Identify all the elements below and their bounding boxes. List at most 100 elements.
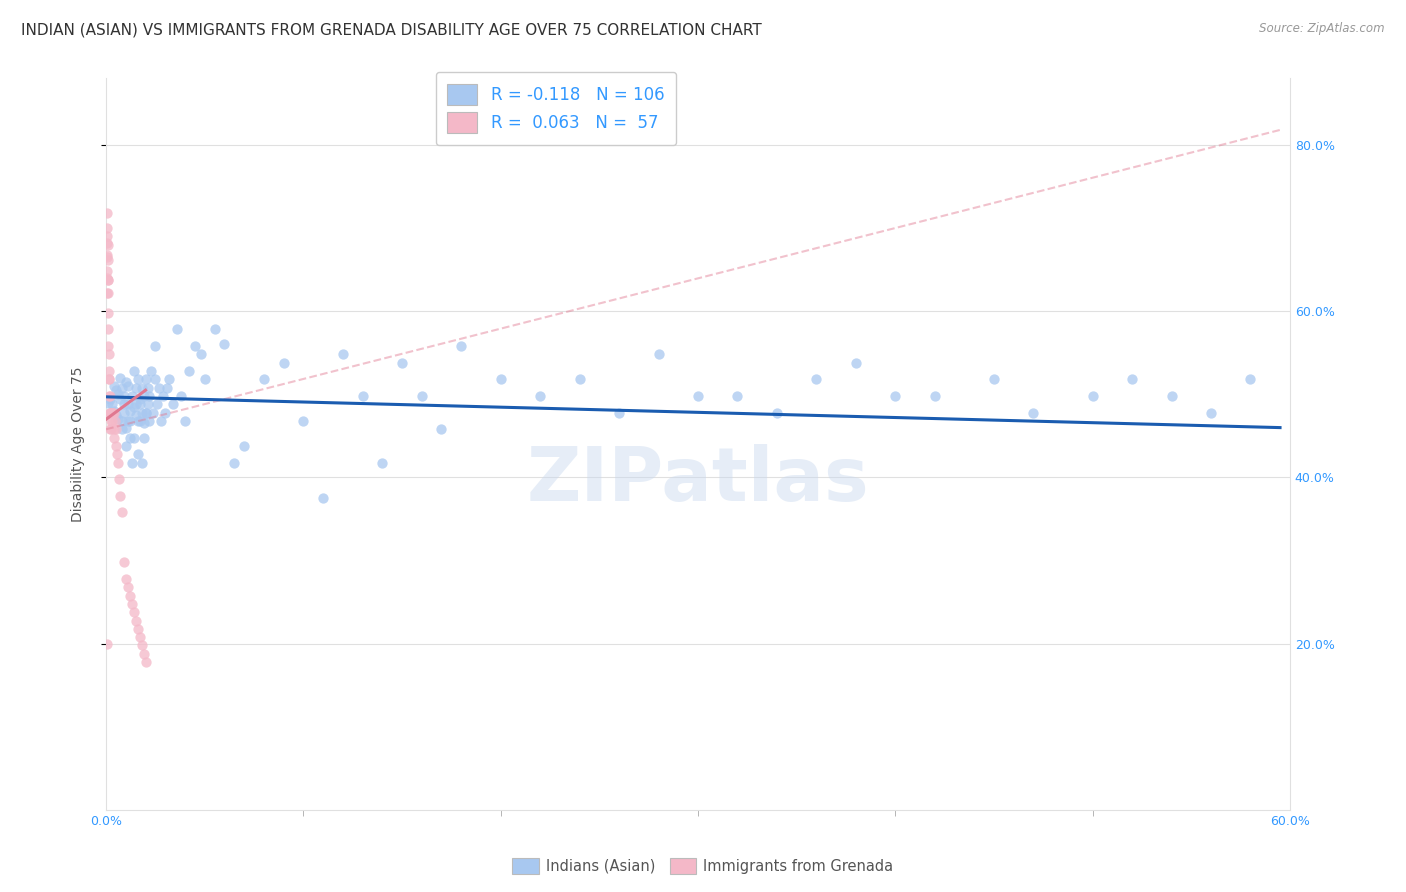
Point	[142, 406, 165, 420]
Point	[96, 206, 118, 220]
Point	[121, 456, 143, 470]
Point	[391, 356, 413, 370]
Point	[568, 372, 591, 386]
Point	[128, 392, 150, 406]
Point	[162, 397, 184, 411]
Point	[924, 389, 946, 403]
Point	[138, 389, 160, 403]
Point	[292, 414, 315, 428]
Point	[101, 397, 124, 411]
Point	[157, 372, 180, 386]
Point	[114, 420, 136, 434]
Point	[101, 406, 124, 420]
Point	[136, 381, 159, 395]
Point	[204, 322, 226, 336]
Point	[96, 250, 118, 264]
Point	[97, 347, 120, 361]
Point	[108, 489, 131, 503]
Point	[122, 431, 145, 445]
Point	[152, 389, 174, 403]
Point	[124, 614, 146, 628]
Point	[96, 264, 118, 278]
Point	[96, 271, 118, 285]
Point	[253, 372, 276, 386]
Point	[184, 339, 207, 353]
Point	[104, 383, 127, 397]
Point	[131, 381, 153, 395]
Point	[686, 389, 709, 403]
Point	[103, 379, 125, 393]
Point	[127, 372, 149, 386]
Point	[146, 397, 169, 411]
Point	[1081, 389, 1104, 403]
Point	[104, 439, 127, 453]
Point	[1199, 406, 1222, 420]
Point	[100, 414, 122, 428]
Point	[97, 272, 120, 286]
Point	[118, 589, 141, 603]
Point	[312, 491, 335, 506]
Point	[194, 372, 217, 386]
Point	[190, 347, 212, 361]
Point	[233, 439, 256, 453]
Point	[135, 406, 157, 420]
Point	[103, 422, 125, 436]
Point	[98, 372, 121, 386]
Point	[96, 637, 118, 651]
Point	[135, 406, 157, 420]
Point	[96, 221, 118, 235]
Point	[111, 381, 134, 395]
Point	[96, 229, 118, 244]
Point	[101, 414, 124, 428]
Point	[371, 456, 394, 470]
Point	[98, 406, 121, 420]
Point	[117, 414, 139, 428]
Point	[128, 414, 150, 428]
Point	[112, 389, 135, 403]
Point	[131, 639, 153, 653]
Point	[124, 381, 146, 395]
Point	[332, 347, 354, 361]
Point	[150, 414, 173, 428]
Point	[105, 447, 128, 461]
Point	[127, 622, 149, 636]
Point	[132, 389, 155, 403]
Point	[135, 372, 157, 386]
Point	[97, 285, 120, 300]
Point	[107, 456, 129, 470]
Point	[489, 372, 512, 386]
Point	[122, 364, 145, 378]
Point	[352, 389, 374, 403]
Point	[174, 414, 197, 428]
Point	[100, 422, 122, 436]
Point	[100, 406, 122, 420]
Point	[98, 389, 121, 403]
Point	[111, 505, 134, 519]
Point	[107, 387, 129, 401]
Point	[170, 389, 193, 403]
Text: Source: ZipAtlas.com: Source: ZipAtlas.com	[1260, 22, 1385, 36]
Point	[111, 422, 134, 436]
Point	[117, 580, 139, 594]
Point	[107, 412, 129, 426]
Point	[98, 372, 121, 386]
Point	[117, 379, 139, 393]
Point	[118, 414, 141, 428]
Point	[166, 322, 188, 336]
Point	[118, 404, 141, 418]
Point	[111, 414, 134, 428]
Point	[273, 356, 295, 370]
Point	[97, 322, 120, 336]
Point	[97, 339, 120, 353]
Point	[104, 422, 127, 436]
Point	[112, 406, 135, 420]
Point	[104, 408, 127, 422]
Y-axis label: Disability Age Over 75: Disability Age Over 75	[72, 367, 86, 522]
Point	[132, 431, 155, 445]
Point	[1160, 389, 1182, 403]
Point	[97, 272, 120, 286]
Legend: Indians (Asian), Immigrants from Grenada: Indians (Asian), Immigrants from Grenada	[506, 852, 900, 880]
Point	[155, 406, 177, 420]
Point	[97, 395, 120, 409]
Point	[766, 406, 789, 420]
